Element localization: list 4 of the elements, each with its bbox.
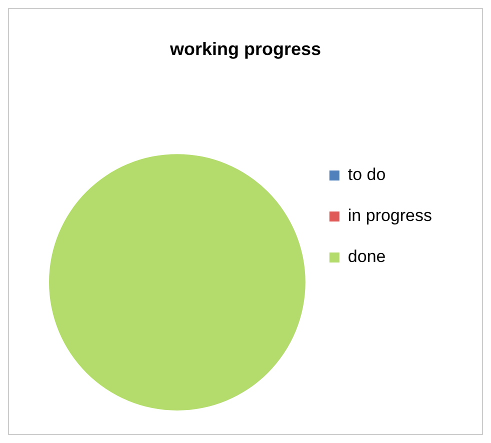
legend-label: done — [348, 247, 386, 266]
legend-label: to do — [348, 165, 386, 184]
legend-label: in progress — [348, 206, 432, 226]
chart-title: working progress — [168, 38, 322, 59]
